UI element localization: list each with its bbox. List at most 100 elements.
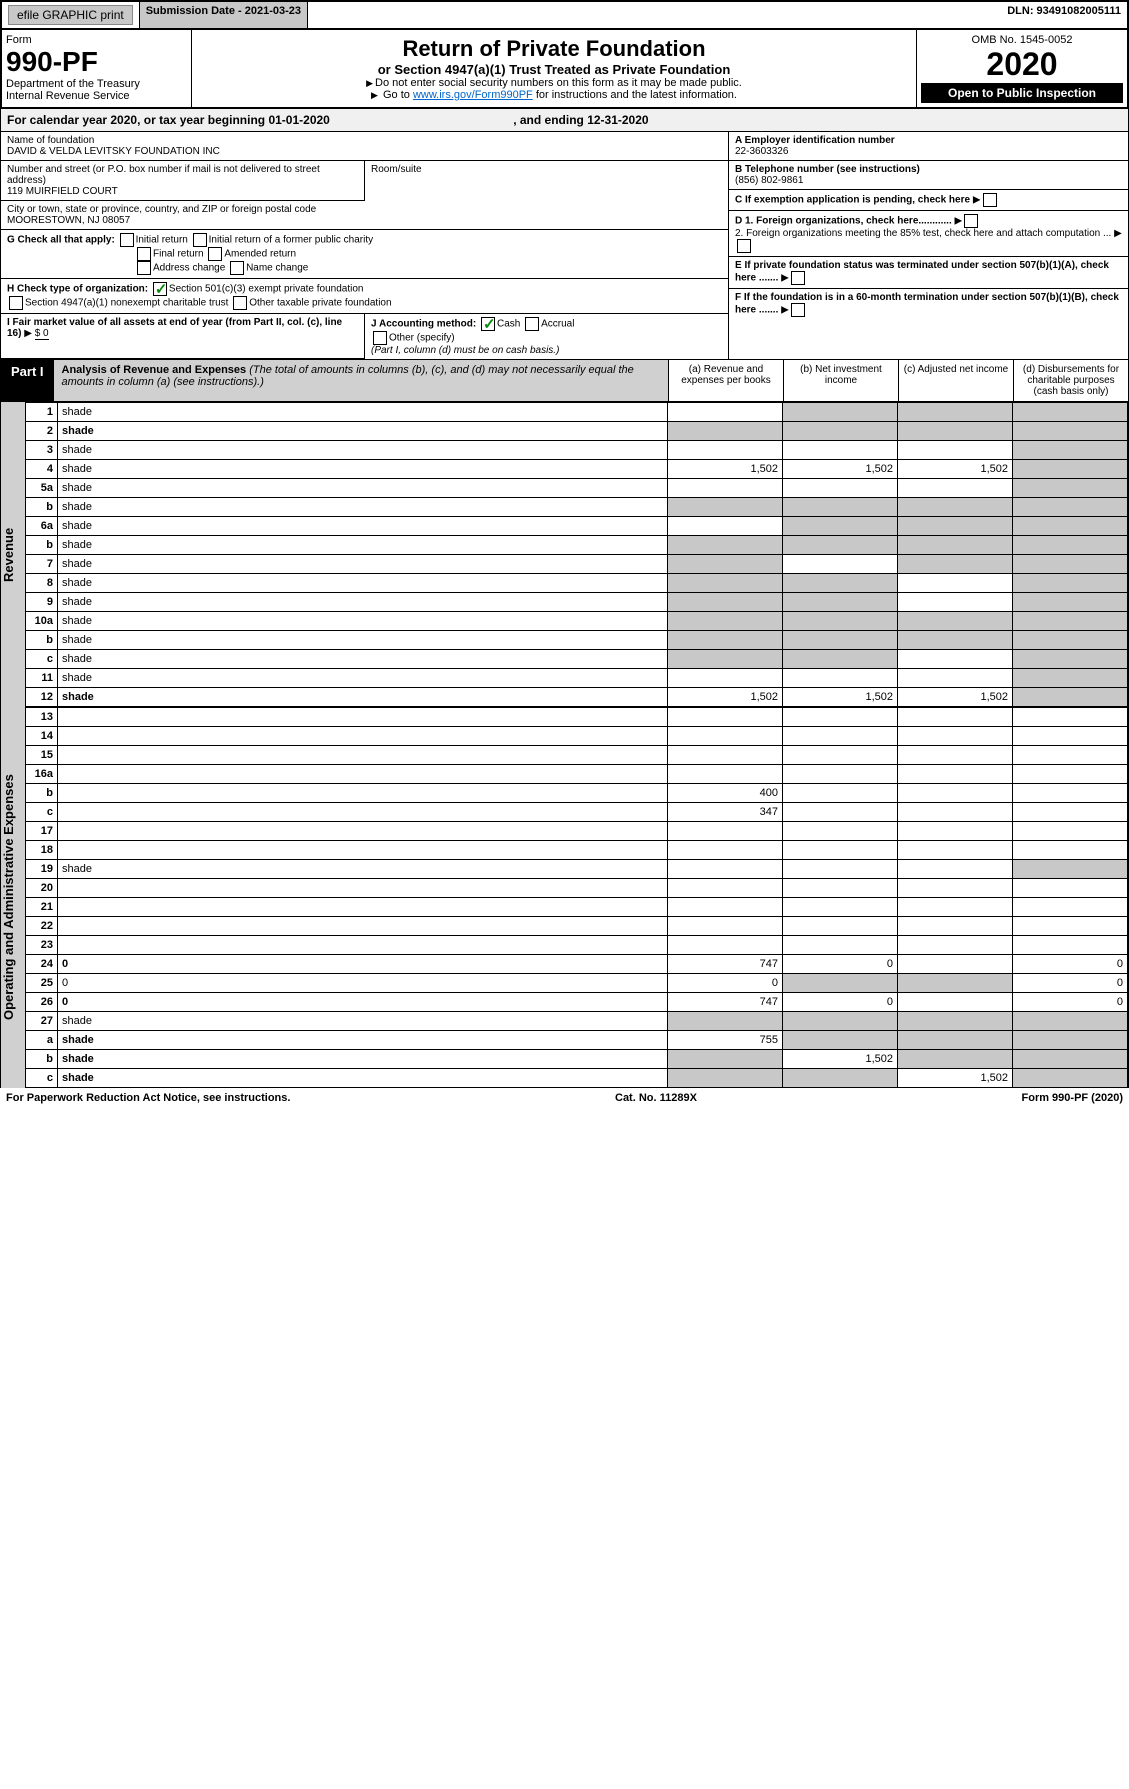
col-d-cell — [1013, 1069, 1128, 1088]
col-c-cell: 1,502 — [898, 1069, 1013, 1088]
checkbox-4947[interactable] — [9, 296, 23, 310]
h-label: H Check type of organization: — [7, 284, 148, 295]
col-c-cell — [898, 993, 1013, 1012]
col-d-cell — [1013, 403, 1128, 422]
col-b-cell — [783, 784, 898, 803]
checkbox-final-return[interactable] — [137, 247, 151, 261]
col-d-cell — [1013, 746, 1128, 765]
col-a-cell — [668, 727, 783, 746]
line-num: 23 — [26, 936, 58, 955]
cal-mid: , and ending — [513, 113, 587, 127]
col-d-cell — [1013, 860, 1128, 879]
checkbox-name-change[interactable] — [230, 261, 244, 275]
line-desc: shade — [58, 1031, 668, 1050]
phone-cell: B Telephone number (see instructions) (8… — [729, 161, 1128, 190]
col-c-cell — [898, 841, 1013, 860]
section-j: J Accounting method: Cash Accrual Other … — [364, 314, 728, 359]
ein-value: 22-3603326 — [735, 146, 1122, 157]
form-number: 990-PF — [6, 46, 187, 78]
line-desc — [58, 879, 668, 898]
col-a-cell — [668, 746, 783, 765]
room-cell: Room/suite — [364, 161, 728, 201]
g-opt-4: Address change — [153, 263, 225, 274]
col-c-cell — [898, 955, 1013, 974]
table-row: 12shade1,5021,5021,502 — [26, 688, 1128, 707]
footer-left: For Paperwork Reduction Act Notice, see … — [6, 1092, 290, 1104]
info-left: Name of foundation DAVID & VELDA LEVITSK… — [1, 132, 728, 359]
dept: Department of the Treasury — [6, 78, 187, 90]
col-c-cell — [898, 708, 1013, 727]
line-num: 12 — [26, 688, 58, 707]
checkbox-addr-change[interactable] — [137, 261, 151, 275]
col-d-cell — [1013, 1031, 1128, 1050]
j-label: J Accounting method: — [371, 319, 476, 330]
col-a-header: (a) Revenue and expenses per books — [668, 360, 783, 401]
checkbox-501c3[interactable] — [153, 282, 167, 296]
col-b-cell — [783, 555, 898, 574]
checkbox-amended[interactable] — [208, 247, 222, 261]
checkbox-initial-return[interactable] — [120, 233, 134, 247]
footer-mid: Cat. No. 11289X — [615, 1092, 697, 1104]
line-num: 21 — [26, 898, 58, 917]
col-a-cell — [668, 841, 783, 860]
col-d-cell — [1013, 517, 1128, 536]
col-c-cell — [898, 727, 1013, 746]
checkbox-e[interactable] — [791, 271, 805, 285]
checkbox-accrual[interactable] — [525, 317, 539, 331]
form-header: Form 990-PF Department of the Treasury I… — [0, 30, 1129, 109]
col-c-cell — [898, 422, 1013, 441]
checkbox-d2[interactable] — [737, 239, 751, 253]
line-num: c — [26, 803, 58, 822]
g-opt-1: Initial return of a former public charit… — [209, 235, 374, 246]
section-g: G Check all that apply: Initial return I… — [1, 230, 728, 279]
table-row: 9shade — [26, 593, 1128, 612]
col-d-cell — [1013, 612, 1128, 631]
note-post: for instructions and the latest informat… — [533, 89, 737, 101]
efile-print-button[interactable]: efile GRAPHIC print — [8, 5, 133, 25]
checkbox-f[interactable] — [791, 303, 805, 317]
col-d-cell — [1013, 1050, 1128, 1069]
table-row: 2shade — [26, 422, 1128, 441]
table-row: 22 — [26, 917, 1128, 936]
table-row: bshade — [26, 536, 1128, 555]
part1-title: Analysis of Revenue and Expenses — [62, 364, 247, 376]
checkbox-initial-former[interactable] — [193, 233, 207, 247]
irs: Internal Revenue Service — [6, 90, 187, 102]
table-row: b400 — [26, 784, 1128, 803]
col-a-cell — [668, 403, 783, 422]
checkbox-other-method[interactable] — [373, 331, 387, 345]
col-b-cell — [783, 669, 898, 688]
col-b-cell — [783, 536, 898, 555]
col-d-cell: 0 — [1013, 993, 1128, 1012]
col-a-cell — [668, 517, 783, 536]
checkbox-d1[interactable] — [964, 214, 978, 228]
checkbox-c[interactable] — [983, 193, 997, 207]
line-desc: shade — [58, 1069, 668, 1088]
checkbox-cash[interactable] — [481, 317, 495, 331]
line-num: 24 — [26, 955, 58, 974]
line-desc: shade — [58, 1050, 668, 1069]
checkbox-other-taxable[interactable] — [233, 296, 247, 310]
page-footer: For Paperwork Reduction Act Notice, see … — [0, 1088, 1129, 1108]
col-b-cell — [783, 898, 898, 917]
col-c-cell — [898, 517, 1013, 536]
col-c-cell — [898, 746, 1013, 765]
part1-header: Part I Analysis of Revenue and Expenses … — [0, 360, 1129, 402]
col-b-cell — [783, 879, 898, 898]
line-num: 17 — [26, 822, 58, 841]
irs-link[interactable]: www.irs.gov/Form990PF — [413, 89, 533, 101]
line-desc — [58, 841, 668, 860]
expenses-section: Operating and Administrative Expenses 13… — [0, 707, 1129, 1088]
line-num: 27 — [26, 1012, 58, 1031]
table-row: cshade — [26, 650, 1128, 669]
part1-desc: Analysis of Revenue and Expenses (The to… — [54, 360, 668, 401]
revenue-side-label: Revenue — [1, 402, 25, 707]
table-row: 25000 — [26, 974, 1128, 993]
col-a-cell — [668, 650, 783, 669]
revenue-table: 1shade2shade3shade4shade1,5021,5021,5025… — [25, 402, 1128, 707]
info-right: A Employer identification number 22-3603… — [728, 132, 1128, 359]
col-b-cell — [783, 1069, 898, 1088]
g-opt-5: Name change — [246, 263, 308, 274]
col-c-cell — [898, 612, 1013, 631]
table-row: 10ashade — [26, 612, 1128, 631]
